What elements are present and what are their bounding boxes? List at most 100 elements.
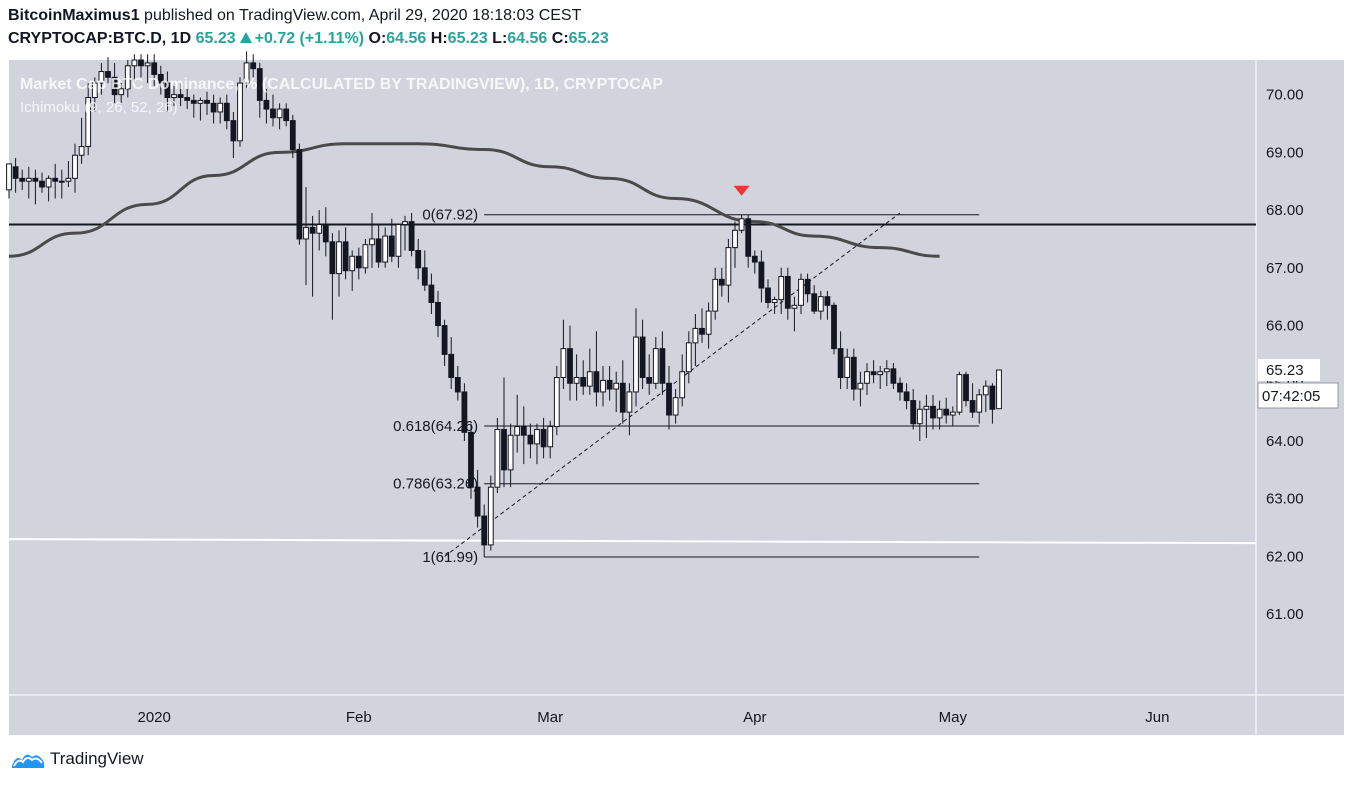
- close-label: C:: [551, 30, 569, 47]
- candle-body: [639, 336, 646, 379]
- author-name[interactable]: BitcoinMaximus1: [8, 7, 140, 24]
- low-value: 64.56: [507, 30, 548, 47]
- candle-body: [705, 310, 712, 335]
- candle-body: [619, 382, 626, 413]
- candles: [6, 51, 1002, 558]
- candle-body: [837, 348, 844, 378]
- last-price-label: 65.23: [1266, 362, 1304, 379]
- candle-body: [415, 250, 422, 269]
- candle-body: [375, 238, 382, 263]
- candle-body: [784, 275, 791, 309]
- candle-body: [718, 278, 725, 286]
- candle-body: [144, 62, 151, 67]
- candle-body: [12, 166, 19, 179]
- candle-body: [969, 400, 976, 413]
- fib-level-label: 0(67.92): [422, 207, 478, 224]
- countdown-box: [1257, 382, 1339, 409]
- candle-body: [567, 348, 573, 384]
- candle-body: [613, 382, 620, 390]
- candle-body: [626, 391, 633, 413]
- candle-body: [804, 278, 811, 295]
- candle-body: [738, 218, 745, 231]
- candle-body: [943, 408, 950, 416]
- candle-body: [448, 353, 455, 378]
- candle-body: [329, 241, 336, 275]
- tradingview-logo-icon: [12, 754, 44, 768]
- candle-body: [844, 356, 851, 378]
- candle-body: [692, 327, 699, 344]
- x-tick-label: Mar: [537, 709, 563, 726]
- moving-average-line: [8, 142, 940, 258]
- candle-body: [263, 99, 270, 110]
- candle-body: [468, 431, 474, 488]
- y-tick-label: 67.00: [1266, 260, 1304, 277]
- candle-body: [963, 374, 969, 402]
- up-triangle-icon: [239, 32, 252, 43]
- candle-body: [184, 97, 191, 101]
- candle-body: [336, 241, 342, 275]
- tradingview-logo[interactable]: TradingView: [10, 748, 144, 770]
- candle-body: [494, 428, 501, 488]
- candle-body: [633, 336, 639, 393]
- candle-body: [910, 400, 917, 425]
- candle-body: [870, 371, 877, 376]
- candle-body: [685, 342, 692, 373]
- candle-body: [131, 59, 138, 67]
- candle-body: [534, 428, 540, 445]
- candle-body: [177, 94, 184, 99]
- candle-body: [85, 97, 92, 148]
- candle-body: [996, 369, 1002, 410]
- candle-body: [454, 377, 461, 393]
- fib-level-label: 0.786(63.26): [393, 476, 478, 493]
- y-tick-label: 70.00: [1266, 87, 1304, 104]
- candle-body: [78, 146, 85, 156]
- candle-body: [157, 73, 164, 84]
- candle-body: [402, 221, 408, 226]
- y-tick-label: 69.00: [1266, 144, 1304, 161]
- candle-body: [250, 62, 257, 70]
- candle-body: [65, 177, 72, 182]
- x-tick-label: Jun: [1145, 709, 1169, 726]
- plot-background[interactable]: [9, 60, 1256, 735]
- candle-body: [408, 221, 415, 252]
- candle-body: [111, 76, 118, 96]
- candle-body: [732, 229, 738, 249]
- candle-body: [342, 241, 349, 272]
- high-label: H:: [430, 30, 448, 47]
- candle-body: [646, 377, 653, 384]
- fib-level-label: 0.618(64.26): [393, 418, 478, 435]
- candle-body: [91, 82, 98, 99]
- candle-body: [421, 267, 428, 286]
- candle-body: [32, 177, 39, 182]
- candle-body: [936, 408, 943, 419]
- candle-body: [586, 371, 593, 387]
- candle-body: [699, 327, 705, 335]
- candle-body: [243, 62, 250, 84]
- candle-body: [652, 348, 659, 384]
- candle-body: [771, 299, 778, 303]
- candle-body: [857, 382, 864, 390]
- candle-body: [501, 428, 507, 471]
- candle-body: [303, 226, 309, 240]
- candle-body: [903, 391, 910, 402]
- candle-body: [527, 434, 534, 445]
- candle-body: [138, 59, 144, 67]
- candle-body: [382, 235, 389, 263]
- y-tick-label: 62.00: [1266, 548, 1304, 565]
- candle-body: [58, 180, 65, 183]
- candle-body: [487, 486, 494, 546]
- candle-body: [540, 428, 547, 448]
- price-change: +0.72 (+1.11%): [254, 30, 365, 47]
- candle-body: [270, 108, 276, 119]
- candle-body: [976, 394, 983, 413]
- countdown-label: 07:42:05: [1262, 388, 1320, 405]
- candle-body: [230, 120, 237, 142]
- candle-body: [672, 397, 679, 416]
- white-support-line: [8, 538, 1257, 545]
- candle-body: [817, 296, 824, 312]
- candle-body: [600, 379, 606, 393]
- candle-body: [481, 515, 488, 546]
- publish-header: BitcoinMaximus1 published on TradingView…: [8, 7, 581, 25]
- candle-body: [560, 348, 567, 378]
